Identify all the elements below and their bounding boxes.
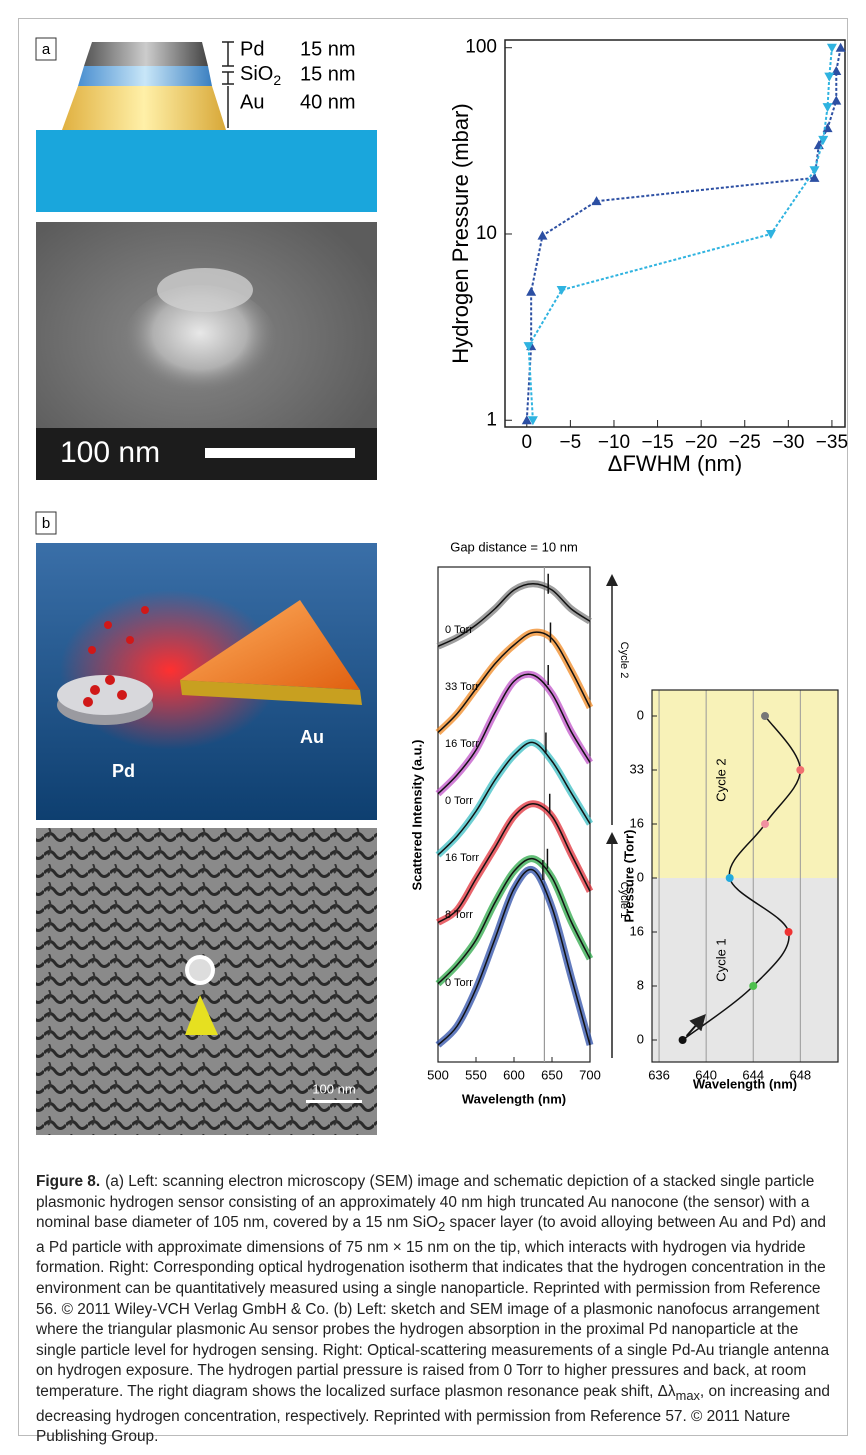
y-tick-label: 0 — [637, 869, 644, 884]
cycle-label: Cycle 2 — [713, 758, 728, 801]
layer-thickness: 40 nm — [300, 91, 356, 113]
plot-frame — [505, 40, 845, 427]
y-tick-label: 16 — [630, 923, 644, 938]
data-point — [824, 73, 834, 82]
data-point — [749, 982, 757, 990]
panel-label: b — [42, 515, 50, 532]
data-point — [836, 43, 846, 52]
y-axis-label: Pressure (Torr) — [621, 830, 636, 923]
chart-title: Gap distance = 10 nm — [450, 539, 578, 554]
cycle-1-region — [652, 878, 838, 1062]
y-tick-label: 0 — [637, 707, 644, 722]
layer-label-text: SiO — [240, 63, 273, 85]
x-tick-label: 600 — [503, 1067, 525, 1082]
y-axis-label: Scattered Intensity (a.u.) — [409, 740, 424, 891]
data-point — [823, 103, 833, 112]
curve-label: 0 Torr — [445, 977, 473, 989]
data-point — [809, 166, 819, 175]
layer-thickness: 15 nm — [300, 38, 356, 60]
x-tick-label: 700 — [579, 1067, 601, 1082]
curve-label: 0 Torr — [445, 624, 473, 636]
y-tick-label: 16 — [630, 815, 644, 830]
data-point — [761, 820, 769, 828]
material-label: Au — [300, 727, 324, 747]
data-point — [796, 766, 804, 774]
data-point — [785, 928, 793, 936]
data-point — [537, 231, 547, 240]
data-point — [526, 287, 536, 296]
x-tick-label: −5 — [560, 432, 582, 453]
spectra-chart: Gap distance = 10 nm 500 550 600 650 700 Wavel… — [409, 539, 630, 1106]
data-point — [592, 196, 602, 205]
y-tick-label: 10 — [476, 223, 497, 244]
figure: a Pd 15 nm SiO2 15 nm Au 40 nm 100 nm 0 −… — [0, 0, 866, 1170]
x-axis-label: Wavelength (nm) — [462, 1091, 566, 1106]
x-tick-label: 500 — [427, 1067, 449, 1082]
curve-label: 0 Torr — [445, 795, 473, 807]
series-line — [529, 48, 832, 421]
panel-label: a — [42, 41, 51, 58]
x-axis-label: Wavelength (nm) — [693, 1076, 797, 1091]
layer-thickness: 15 nm — [300, 63, 356, 85]
data-point — [557, 286, 567, 295]
y-tick-label: 1 — [486, 409, 497, 430]
series-line — [527, 48, 841, 421]
caption-text: spacer layer (to avoid alloying between … — [36, 1214, 829, 1400]
scale-label: 100 nm — [312, 1081, 355, 1096]
layer-label: Au — [240, 91, 264, 113]
x-tick-label: 636 — [648, 1067, 670, 1082]
x-tick-label: 0 — [522, 432, 533, 453]
curve-label: 8 Torr — [445, 909, 473, 921]
caption: Figure 8.(a) Left: scanning electron mic… — [36, 1172, 836, 1448]
x-tick-label: −35 — [816, 432, 848, 453]
y-axis-label: Hydrogen Pressure (mbar) — [448, 103, 473, 363]
illustration — [36, 543, 377, 820]
cycle-2-region — [652, 690, 838, 878]
y-tick-label: 8 — [637, 977, 644, 992]
data-point — [761, 712, 769, 720]
data-point — [831, 96, 841, 105]
data-point — [827, 44, 837, 53]
material-label: Pd — [112, 761, 135, 781]
y-tick-label: 100 — [465, 37, 497, 58]
curve-label: 16 Torr — [445, 738, 479, 750]
cycle-label: Cycle 2 — [618, 642, 630, 679]
data-point — [726, 874, 734, 882]
figure-number: Figure 8. — [36, 1173, 100, 1190]
spectrum-noise — [438, 584, 590, 647]
curve-label: 16 Torr — [445, 852, 479, 864]
layer-label-sub: 2 — [273, 72, 281, 88]
x-tick-label: 550 — [465, 1067, 487, 1082]
x-tick-label: −30 — [772, 432, 804, 453]
cycle-label: Cycle 1 — [713, 938, 728, 981]
layer-label: SiO2 — [240, 63, 281, 87]
y-tick-label: 0 — [637, 1031, 644, 1046]
data-point — [679, 1036, 687, 1044]
x-tick-label: 650 — [541, 1067, 563, 1082]
curve-label: 33 Torr — [445, 681, 479, 693]
y-tick-label: 33 — [630, 761, 644, 776]
scale-label: 100 nm — [60, 436, 160, 469]
caption-sub: max — [676, 1388, 700, 1403]
x-axis-label: ΔFWHM (nm) — [608, 451, 742, 476]
layer-label: Pd — [240, 38, 264, 60]
